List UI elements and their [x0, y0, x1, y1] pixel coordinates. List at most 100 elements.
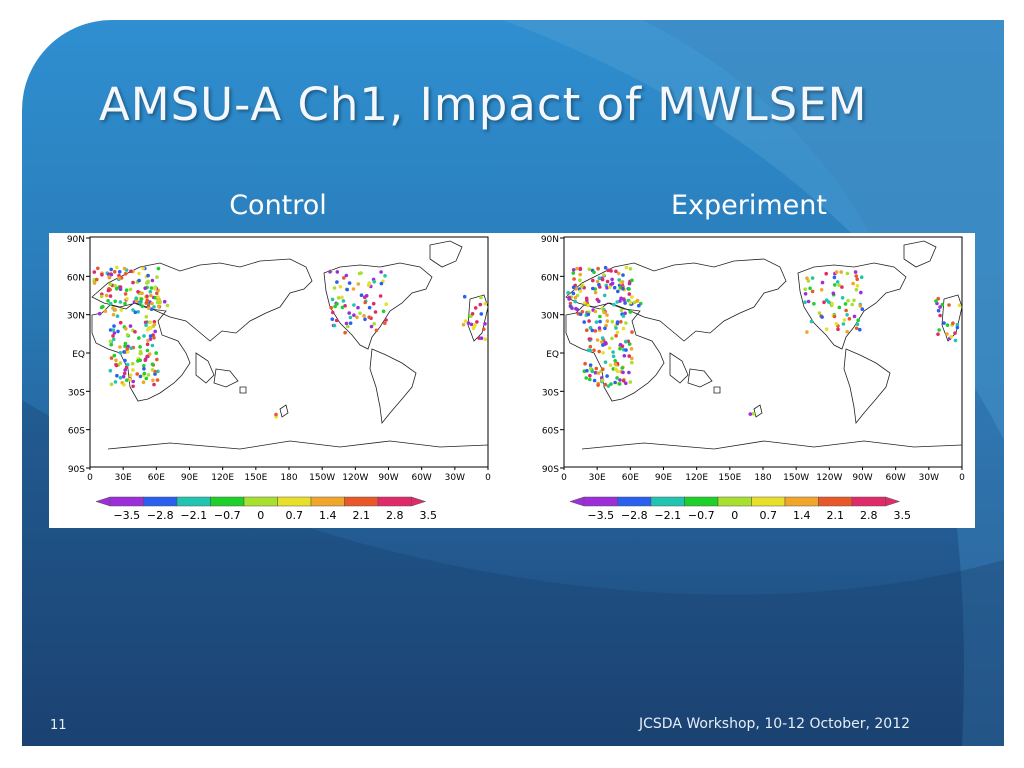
obs-dot: [844, 308, 848, 313]
obs-dot: [624, 265, 629, 270]
obs-dot: [145, 298, 149, 302]
lon-label: 0: [485, 473, 491, 483]
obs-dot: [118, 361, 123, 365]
obs-dot: [845, 329, 849, 334]
colorbar-label: −0.7: [688, 509, 715, 522]
colorbar-segment: [650, 496, 685, 507]
obs-dot: [122, 350, 126, 354]
colorbar-segment: [210, 496, 245, 507]
lat-label: 60S: [68, 427, 85, 437]
obs-dot: [97, 311, 102, 316]
obs-dot: [859, 275, 864, 279]
obs-dot: [624, 339, 628, 344]
colorbar-label: 2.1: [827, 509, 845, 522]
obs-dot: [627, 370, 631, 375]
obs-dot: [571, 271, 576, 275]
obs-dot: [379, 281, 384, 286]
obs-dot: [109, 382, 114, 387]
obs-dot: [330, 297, 335, 302]
obs-dot: [475, 320, 479, 324]
obs-dot: [593, 309, 598, 314]
obs-dot: [605, 286, 609, 290]
obs-dot: [600, 378, 605, 383]
obs-dot: [150, 362, 155, 366]
coastline-path: [279, 404, 289, 418]
colorbar-segment: [143, 496, 178, 507]
obs-dot: [136, 359, 140, 363]
obs-dot: [146, 373, 151, 377]
obs-dot: [627, 342, 632, 346]
obs-dot: [145, 354, 149, 359]
obs-dot: [108, 328, 113, 332]
obs-dot: [621, 286, 625, 291]
obs-dot: [575, 266, 579, 271]
obs-dot: [111, 312, 116, 317]
obs-dot: [95, 277, 99, 282]
obs-dot: [584, 376, 588, 380]
obs-dot: [148, 320, 153, 324]
obs-dot: [109, 342, 113, 347]
obs-dot: [839, 270, 843, 274]
obs-dot: [627, 354, 631, 358]
obs-dot: [600, 336, 605, 340]
obs-dot: [624, 321, 628, 325]
colorbar-label: 3.5: [420, 509, 438, 522]
obs-dot: [822, 300, 826, 304]
obs-dot: [355, 315, 359, 320]
obs-dot: [856, 318, 860, 322]
lon-label: 120E: [211, 473, 234, 483]
obs-dot: [125, 333, 130, 337]
obs-dot: [118, 320, 123, 325]
obs-dot: [614, 326, 618, 330]
colorbar-arrow-left: [95, 496, 111, 507]
obs-dot: [140, 304, 145, 308]
obs-dot: [610, 320, 615, 324]
obs-dot: [113, 299, 117, 304]
lat-label: 90N: [541, 235, 559, 245]
obs-dot: [384, 318, 388, 322]
obs-dot: [152, 322, 157, 327]
obs-dot: [593, 290, 598, 295]
obs-dot: [806, 299, 811, 304]
obs-dot: [805, 330, 809, 334]
obs-dot: [603, 326, 607, 331]
obs-dot: [594, 366, 599, 371]
colorbar-segment: [851, 496, 886, 507]
obs-dot: [936, 296, 940, 301]
obs-dot: [596, 266, 600, 271]
obs-dot: [143, 320, 148, 325]
obs-dot: [573, 299, 577, 304]
obs-dot: [137, 336, 141, 340]
obs-dot: [630, 278, 634, 283]
lon-label: 150E: [718, 473, 741, 483]
obs-dot: [621, 314, 626, 318]
obs-dot: [332, 323, 337, 328]
coastline-path: [903, 240, 937, 268]
obs-dot: [340, 295, 344, 300]
obs-dot: [855, 284, 860, 288]
obs-dot: [595, 338, 600, 342]
coastline-path: [429, 240, 463, 268]
obs-dot: [601, 367, 605, 371]
obs-dot: [614, 334, 618, 338]
obs-dot: [592, 378, 597, 383]
obs-dot: [140, 291, 144, 296]
obs-dot: [582, 320, 586, 324]
lon-label: 120W: [342, 473, 368, 483]
colorbar-label: 0: [731, 509, 738, 522]
obs-dot: [149, 286, 154, 290]
obs-dot: [587, 337, 592, 341]
obs-dot: [855, 277, 859, 281]
obs-dot: [607, 346, 612, 350]
lon-label: 150E: [244, 473, 267, 483]
obs-dot: [131, 384, 135, 389]
obs-dot: [617, 278, 621, 282]
obs-dot: [955, 325, 960, 330]
colorbar-segment: [818, 496, 853, 507]
obs-dot: [156, 266, 161, 271]
obs-dot: [612, 302, 616, 307]
obs-dot: [126, 350, 130, 354]
obs-dot: [150, 278, 155, 283]
obs-dot: [616, 289, 620, 294]
